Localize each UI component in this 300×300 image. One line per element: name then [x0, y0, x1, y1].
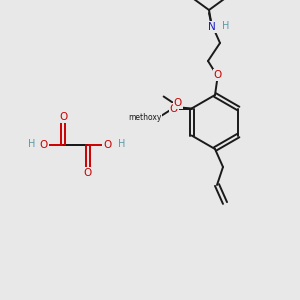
Text: O: O	[173, 98, 182, 109]
Text: O: O	[84, 168, 92, 178]
Text: N: N	[208, 22, 216, 32]
Text: O: O	[40, 140, 48, 150]
Text: O: O	[59, 112, 67, 122]
Text: H: H	[222, 21, 230, 31]
Text: H: H	[118, 139, 125, 149]
Text: methoxy: methoxy	[128, 113, 161, 122]
Text: O: O	[169, 103, 178, 113]
Text: O: O	[214, 70, 222, 80]
Text: H: H	[28, 139, 35, 149]
Text: O: O	[103, 140, 111, 150]
